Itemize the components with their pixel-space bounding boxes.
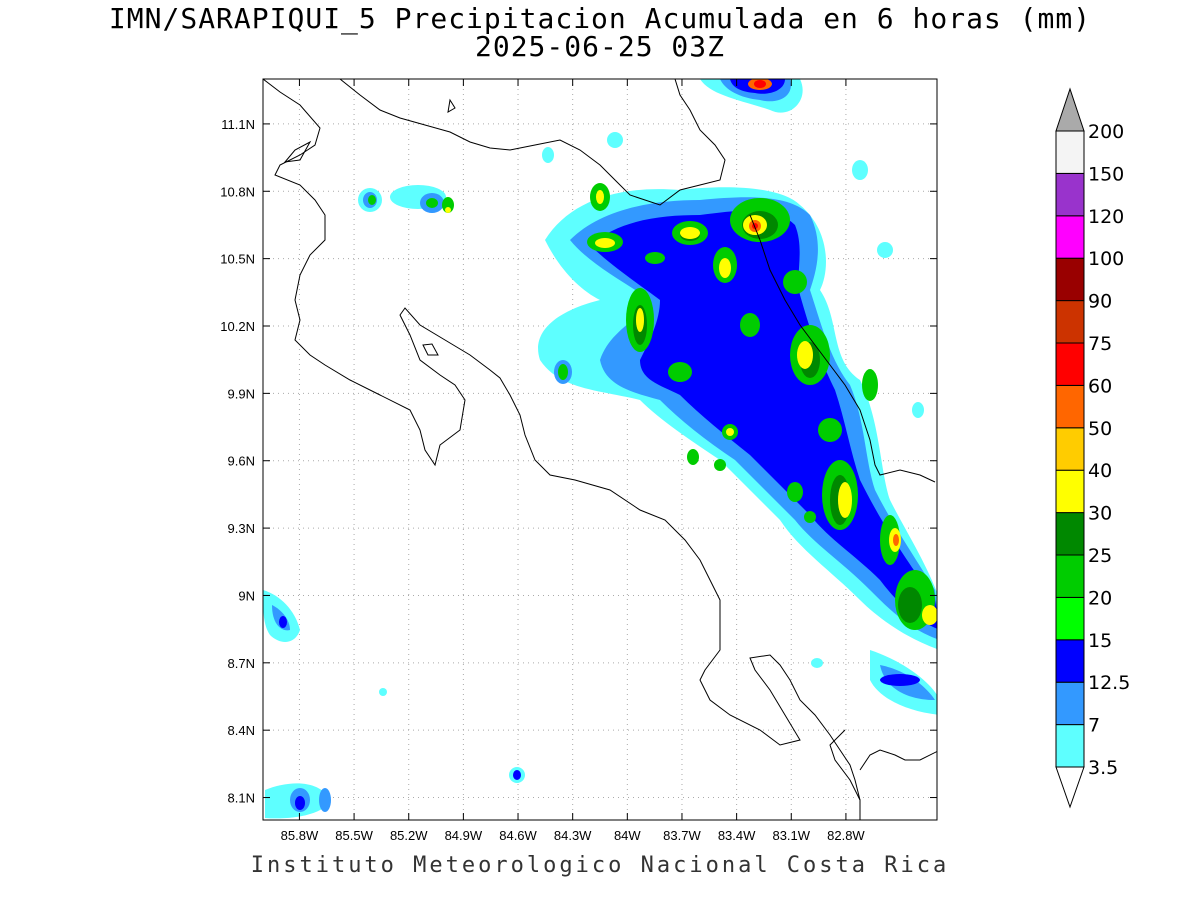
colorbar-level-label: 15 <box>1088 630 1112 652</box>
credit-text: Instituto Meteorologico Nacional Costa R… <box>250 853 950 878</box>
colorbar-level-label: 90 <box>1088 291 1112 313</box>
lon-tick-label: 84.6W <box>499 828 537 843</box>
lat-tick-label: 8.7N <box>228 656 255 671</box>
colorbar-segment <box>1055 512 1085 556</box>
lat-tick-label: 9.6N <box>228 454 255 469</box>
colorbar-level-label: 120 <box>1088 206 1124 228</box>
colorbar-level-label: 40 <box>1088 460 1112 482</box>
colorbar-level-label: 50 <box>1088 418 1112 440</box>
coastline-borders <box>263 79 937 820</box>
lon-tick-label: 83.4W <box>718 828 756 843</box>
lat-tick-label: 10.8N <box>220 184 255 199</box>
map-subtitle-datetime: 2025-06-25 03Z <box>474 30 725 63</box>
colorbar-segment <box>1055 130 1085 174</box>
colorbar-segment <box>1055 724 1085 768</box>
map-frame <box>262 78 938 821</box>
colorbar-segment <box>1055 300 1085 344</box>
colorbar-level-label: 60 <box>1088 375 1112 397</box>
lat-tick-label: 9.9N <box>228 386 255 401</box>
longitude-axis: 85.8W 85.5W 85.2W 84.9W 84.6W 84.3W 84W 83.7W 83… <box>281 79 865 843</box>
lat-tick-label: 9N <box>238 588 255 603</box>
lat-tick-label: 8.4N <box>228 723 255 738</box>
colorbar-segment <box>1055 596 1085 641</box>
latitude-axis: 11.1N 10.8N 10.5N 10.2N 9.9N 9.6N 9.3N 9N 8.7N 8.… <box>220 117 937 806</box>
colorbar-segment <box>1055 342 1085 386</box>
colorbar-segment <box>1055 554 1085 598</box>
lon-tick-label: 82.8W <box>827 828 865 843</box>
lat-tick-label: 10.5N <box>220 252 255 267</box>
lon-tick-label: 83.7W <box>663 828 701 843</box>
lon-tick-label: 84.3W <box>554 828 592 843</box>
lat-tick-label: 8.1N <box>228 791 255 806</box>
lat-tick-label: 10.2N <box>220 319 255 334</box>
colorbar-upper-arrow <box>1055 87 1085 132</box>
lat-tick-label: 11.1N <box>221 117 255 132</box>
lon-tick-label: 83.1W <box>772 828 810 843</box>
colorbar-segment <box>1055 215 1085 259</box>
colorbar-level-label: 150 <box>1088 163 1124 185</box>
lon-tick-label: 84.9W <box>445 828 483 843</box>
lon-tick-label: 85.8W <box>281 828 319 843</box>
colorbar-level-label: 75 <box>1088 333 1112 355</box>
lat-tick-label: 9.3N <box>228 521 255 536</box>
precipitation-colorbar: 3.5 7 12.5 15 20 25 30 40 50 60 75 90 100 120 150 200 <box>1055 87 1130 809</box>
colorbar-level-label: 20 <box>1088 587 1112 609</box>
colorbar-level-label: 100 <box>1088 248 1124 270</box>
colorbar-level-label: 3.5 <box>1088 757 1118 779</box>
colorbar-segment <box>1055 427 1085 471</box>
colorbar-level-label: 200 <box>1088 121 1124 143</box>
colorbar-segment <box>1055 681 1085 726</box>
colorbar-segment <box>1055 384 1085 429</box>
map-title: IMN/SARAPIQUI_5 Precipitacion Acumulada … <box>108 2 1092 35</box>
lon-tick-label: 84W <box>614 828 641 843</box>
colorbar-segment <box>1055 172 1085 217</box>
colorbar-lower-arrow <box>1055 766 1085 809</box>
colorbar-segment <box>1055 469 1085 514</box>
colorbar-segment <box>1055 639 1085 683</box>
colorbar-level-label: 7 <box>1088 715 1100 737</box>
colorbar-level-label: 12.5 <box>1088 672 1130 694</box>
colorbar-level-label: 30 <box>1088 503 1112 525</box>
lon-tick-label: 85.5W <box>335 828 373 843</box>
colorbar-level-label: 25 <box>1088 545 1112 567</box>
precipitation-field <box>263 79 937 819</box>
lon-tick-label: 85.2W <box>390 828 428 843</box>
colorbar-segment <box>1055 257 1085 302</box>
